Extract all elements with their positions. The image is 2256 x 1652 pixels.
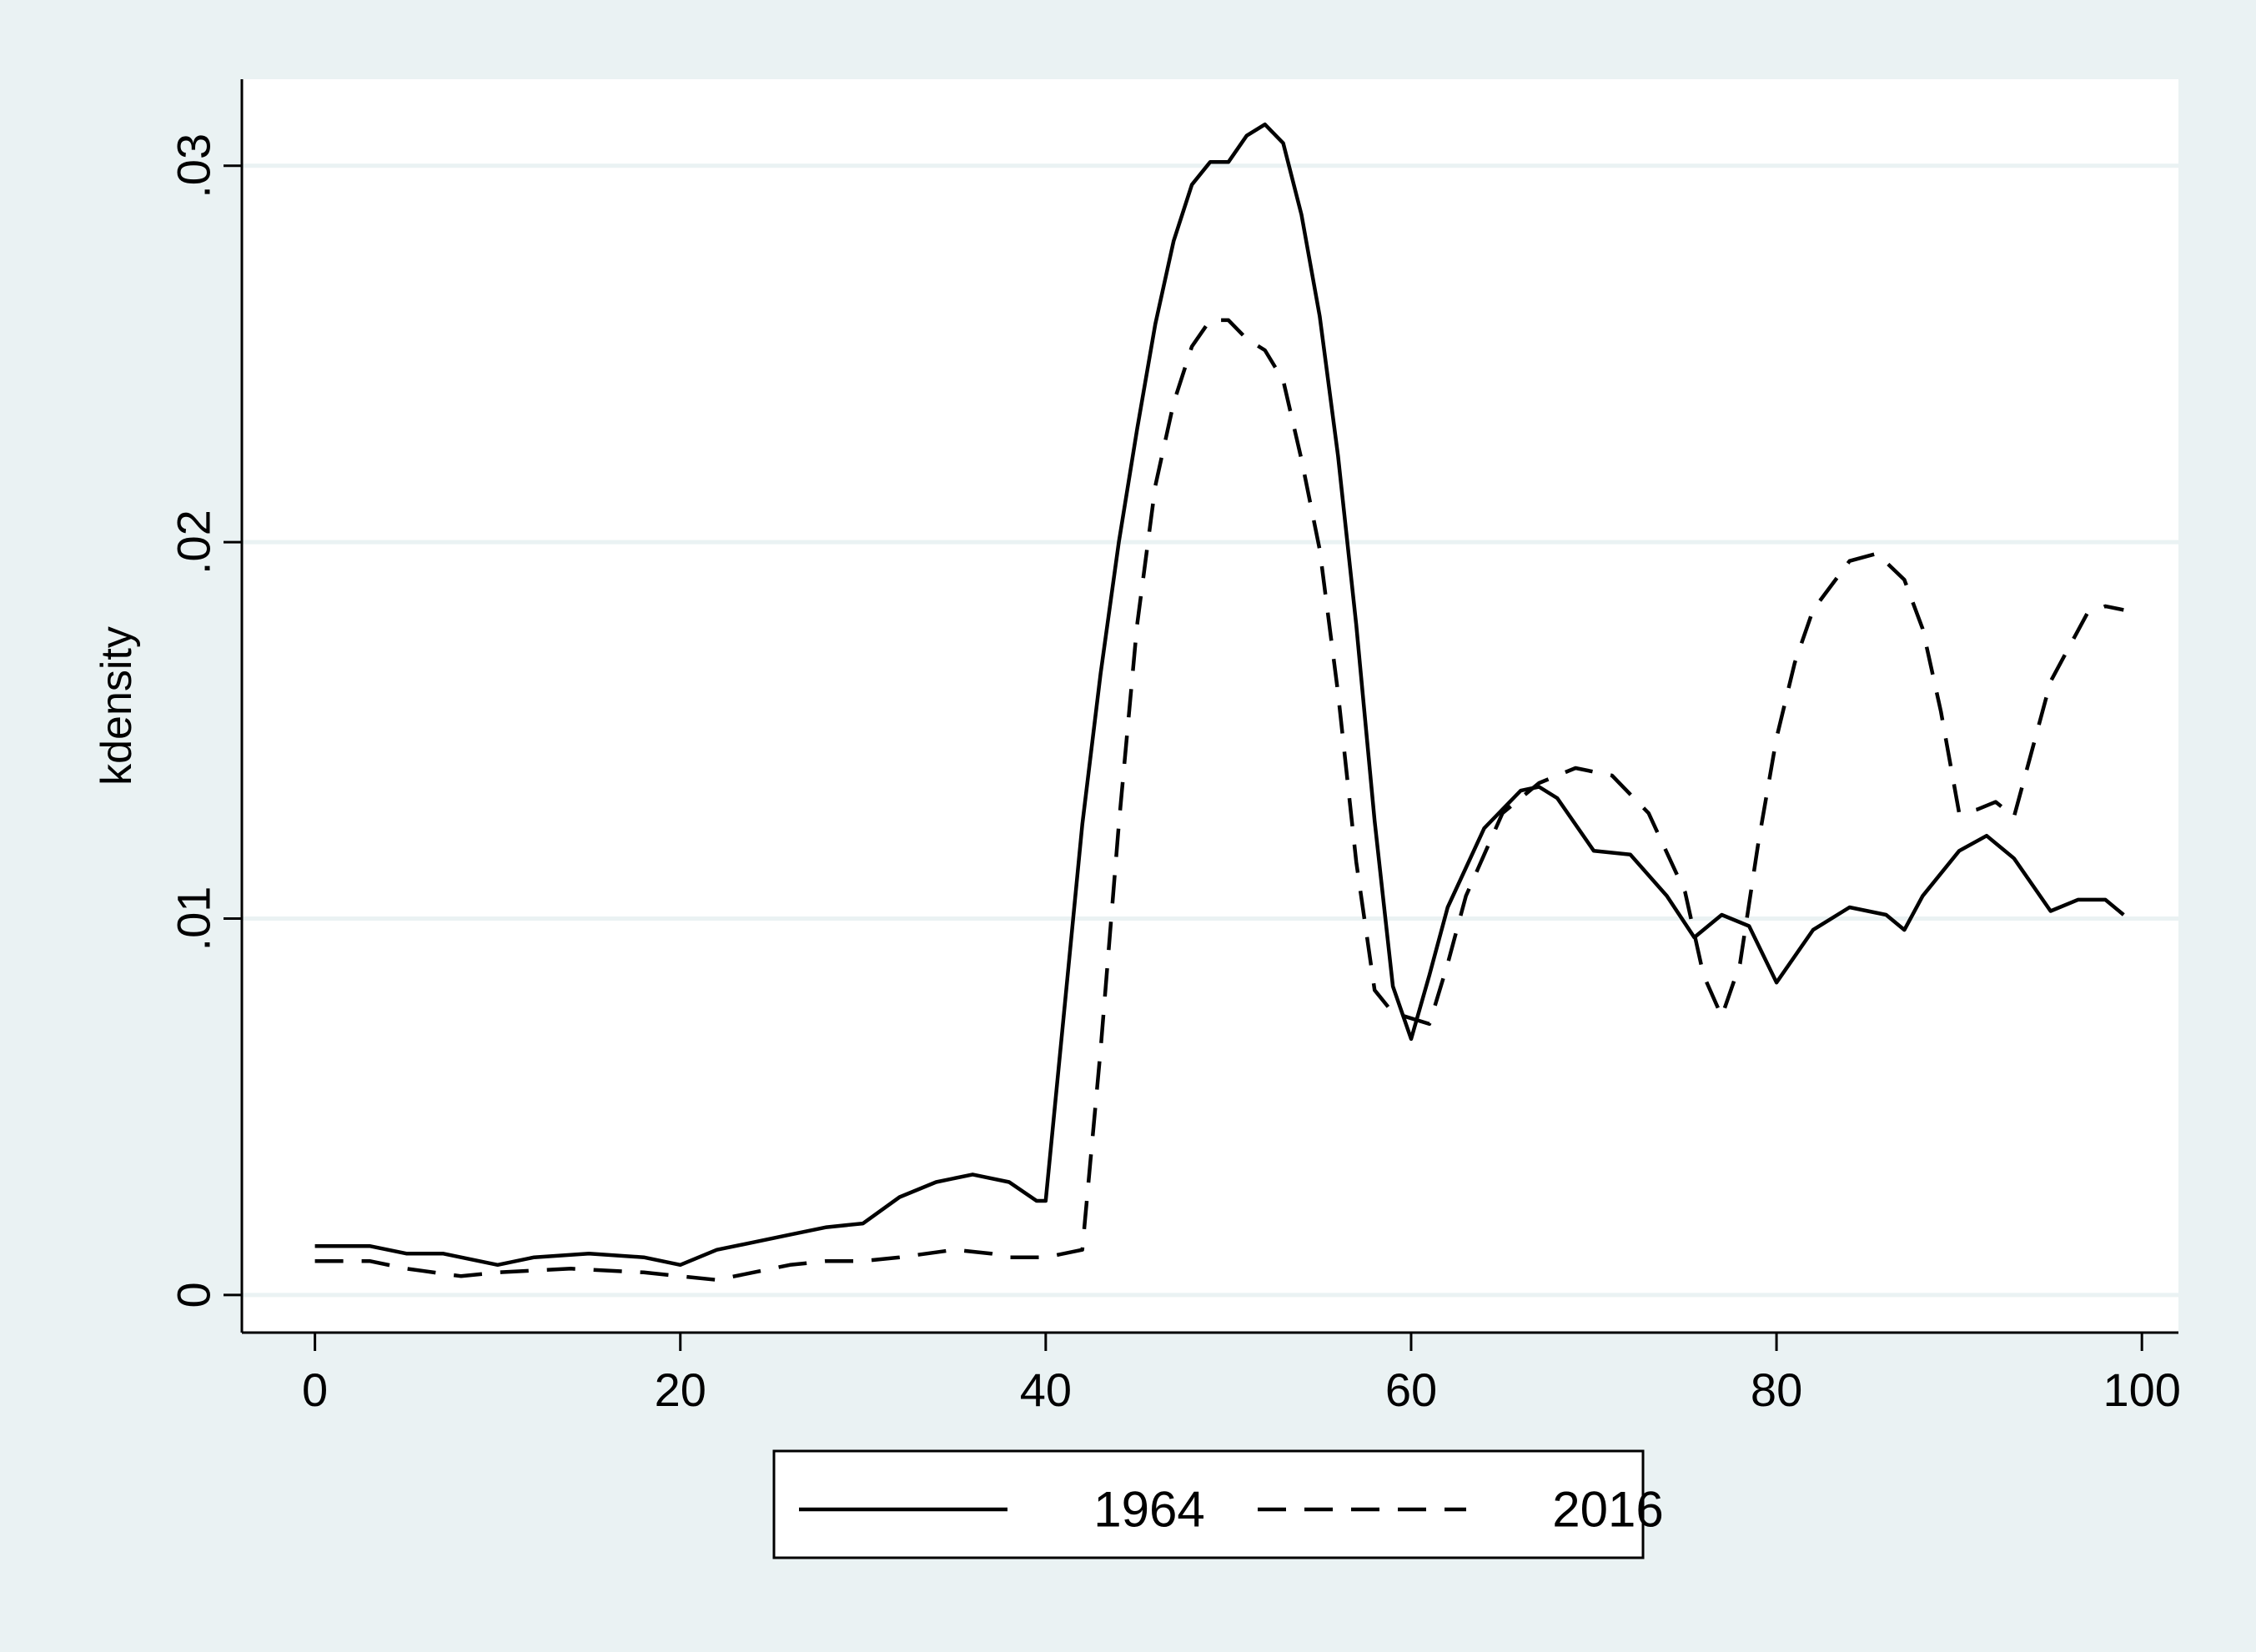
y-tick-label-1: .01 bbox=[168, 886, 220, 952]
y-tick-label-2: .02 bbox=[168, 510, 220, 575]
series-line-2016 bbox=[314, 318, 2124, 1283]
y-tick-label-3: .03 bbox=[168, 133, 220, 198]
x-tick-label-1: 20 bbox=[655, 1363, 706, 1416]
x-tick-label-2: 40 bbox=[1020, 1363, 1072, 1416]
plot-area bbox=[242, 79, 2178, 1333]
y-ticks: 0 .01 .02 .03 bbox=[168, 133, 242, 1308]
x-tick-label-4: 80 bbox=[1751, 1363, 1802, 1416]
y-axis-title: kdensity bbox=[93, 626, 141, 786]
legend-label-2016: 2016 bbox=[1552, 1482, 1663, 1538]
x-tick-label-5: 100 bbox=[2103, 1363, 2180, 1416]
legend: 1964 2016 bbox=[772, 1449, 1664, 1559]
axes: 0 20 40 60 80 100 0 .01 .02 .03 bbox=[168, 79, 2181, 1416]
gridlines bbox=[242, 163, 2178, 1298]
x-tick-label-0: 0 bbox=[302, 1363, 328, 1416]
y-tick-label-0: 0 bbox=[168, 1282, 220, 1308]
x-tick-label-3: 60 bbox=[1385, 1363, 1437, 1416]
legend-box bbox=[772, 1449, 1645, 1559]
x-ticks: 0 20 40 60 80 100 bbox=[302, 1333, 2181, 1416]
series-layer bbox=[314, 122, 2125, 1283]
series-line-1964 bbox=[314, 122, 2125, 1268]
legend-label-1964: 1964 bbox=[1093, 1482, 1204, 1538]
